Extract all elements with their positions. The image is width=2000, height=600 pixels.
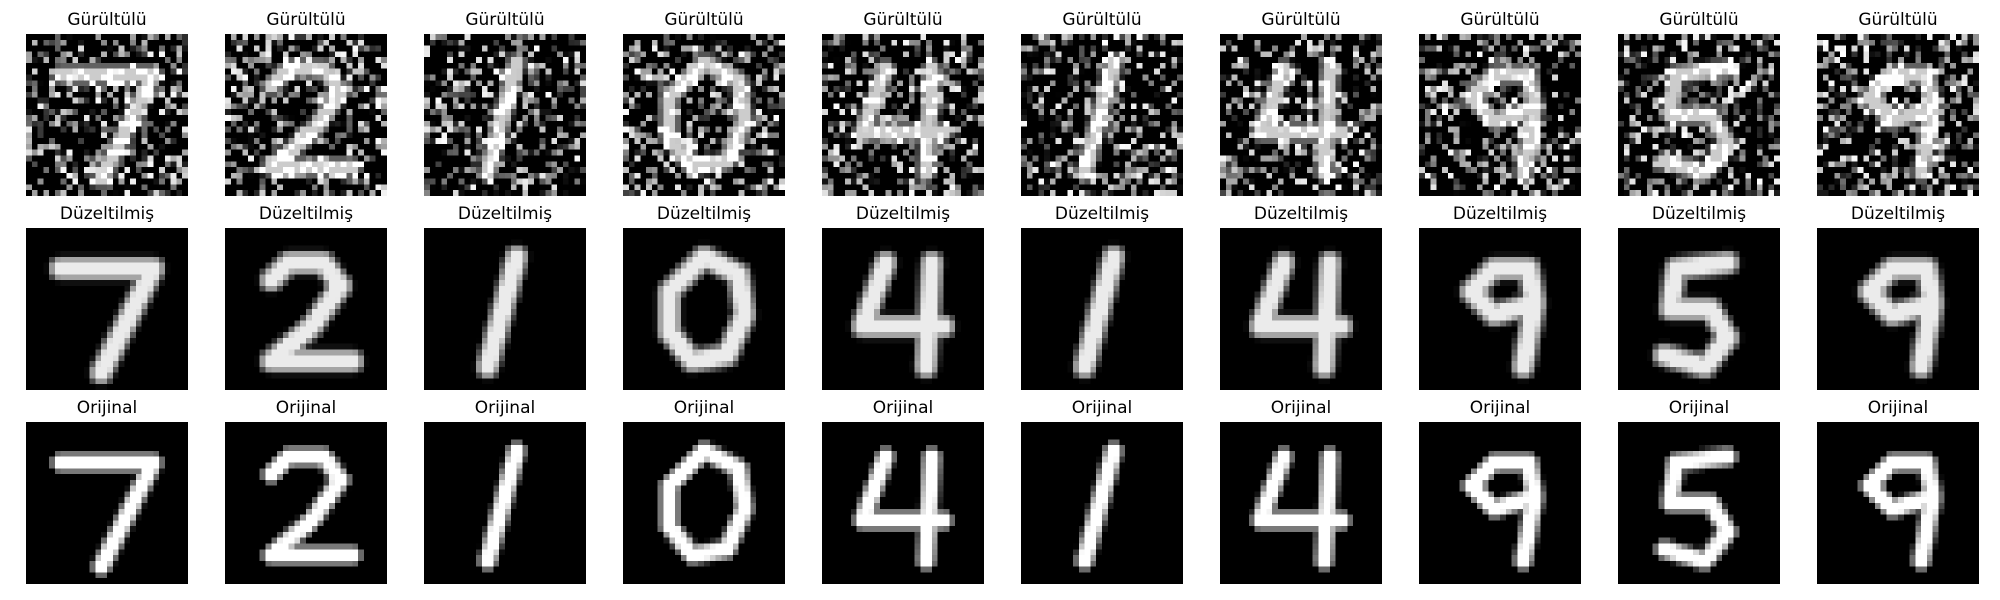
panel-title: Gürültülü [1659, 10, 1739, 30]
digit-image [1419, 34, 1581, 196]
panel-title: Orijinal [1867, 398, 1929, 418]
panel-title: Orijinal [76, 398, 138, 418]
panel-title: Düzeltilmiş [1253, 204, 1349, 224]
digit-image [1419, 228, 1581, 390]
digit-image [1817, 34, 1979, 196]
digit-image [1220, 34, 1382, 196]
panel-title: Düzeltilmiş [1452, 204, 1548, 224]
digit-image [822, 422, 984, 584]
digit-image [424, 34, 586, 196]
panel-title: Orijinal [1668, 398, 1730, 418]
digit-image [1220, 422, 1382, 584]
digit-image [1618, 228, 1780, 390]
digit-image [822, 34, 984, 196]
panel-title: Düzeltilmiş [258, 204, 354, 224]
panel-title: Gürültülü [266, 10, 346, 30]
digit-image [225, 34, 387, 196]
digit-image [26, 228, 188, 390]
digit-image [424, 228, 586, 390]
digit-image [1021, 422, 1183, 584]
digit-image [1817, 422, 1979, 584]
digit-image [1419, 422, 1581, 584]
panel-title: Gürültülü [1261, 10, 1341, 30]
digit-image [225, 228, 387, 390]
digit-image [822, 228, 984, 390]
digit-image [1817, 228, 1979, 390]
panel-title: Düzeltilmiş [855, 204, 951, 224]
panel-title: Düzeltilmiş [1054, 204, 1150, 224]
digit-image [623, 422, 785, 584]
panel-title: Düzeltilmiş [1850, 204, 1946, 224]
panel-title: Orijinal [1071, 398, 1133, 418]
digit-image [623, 228, 785, 390]
digit-image [1618, 422, 1780, 584]
panel-title: Gürültülü [1858, 10, 1938, 30]
panel-title: Düzeltilmiş [457, 204, 553, 224]
panel-title: Gürültülü [664, 10, 744, 30]
digit-image [26, 34, 188, 196]
panel-title: Orijinal [872, 398, 934, 418]
panel-title: Düzeltilmiş [1651, 204, 1747, 224]
panel-title: Gürültülü [1062, 10, 1142, 30]
digit-image [225, 422, 387, 584]
panel-title: Orijinal [474, 398, 536, 418]
digit-image [1021, 34, 1183, 196]
panel-title: Orijinal [1270, 398, 1332, 418]
panel-title: Orijinal [275, 398, 337, 418]
panel-title: Düzeltilmiş [59, 204, 155, 224]
panel-title: Gürültülü [1460, 10, 1540, 30]
digit-image [1220, 228, 1382, 390]
panel-title: Gürültülü [863, 10, 943, 30]
panel-title: Düzeltilmiş [656, 204, 752, 224]
digit-image [424, 422, 586, 584]
digit-image [1618, 34, 1780, 196]
digit-image [1021, 228, 1183, 390]
panel-title: Orijinal [673, 398, 735, 418]
panel-title: Orijinal [1469, 398, 1531, 418]
panel-title: Gürültülü [67, 10, 147, 30]
digit-image [26, 422, 188, 584]
digit-image [623, 34, 785, 196]
panel-title: Gürültülü [465, 10, 545, 30]
